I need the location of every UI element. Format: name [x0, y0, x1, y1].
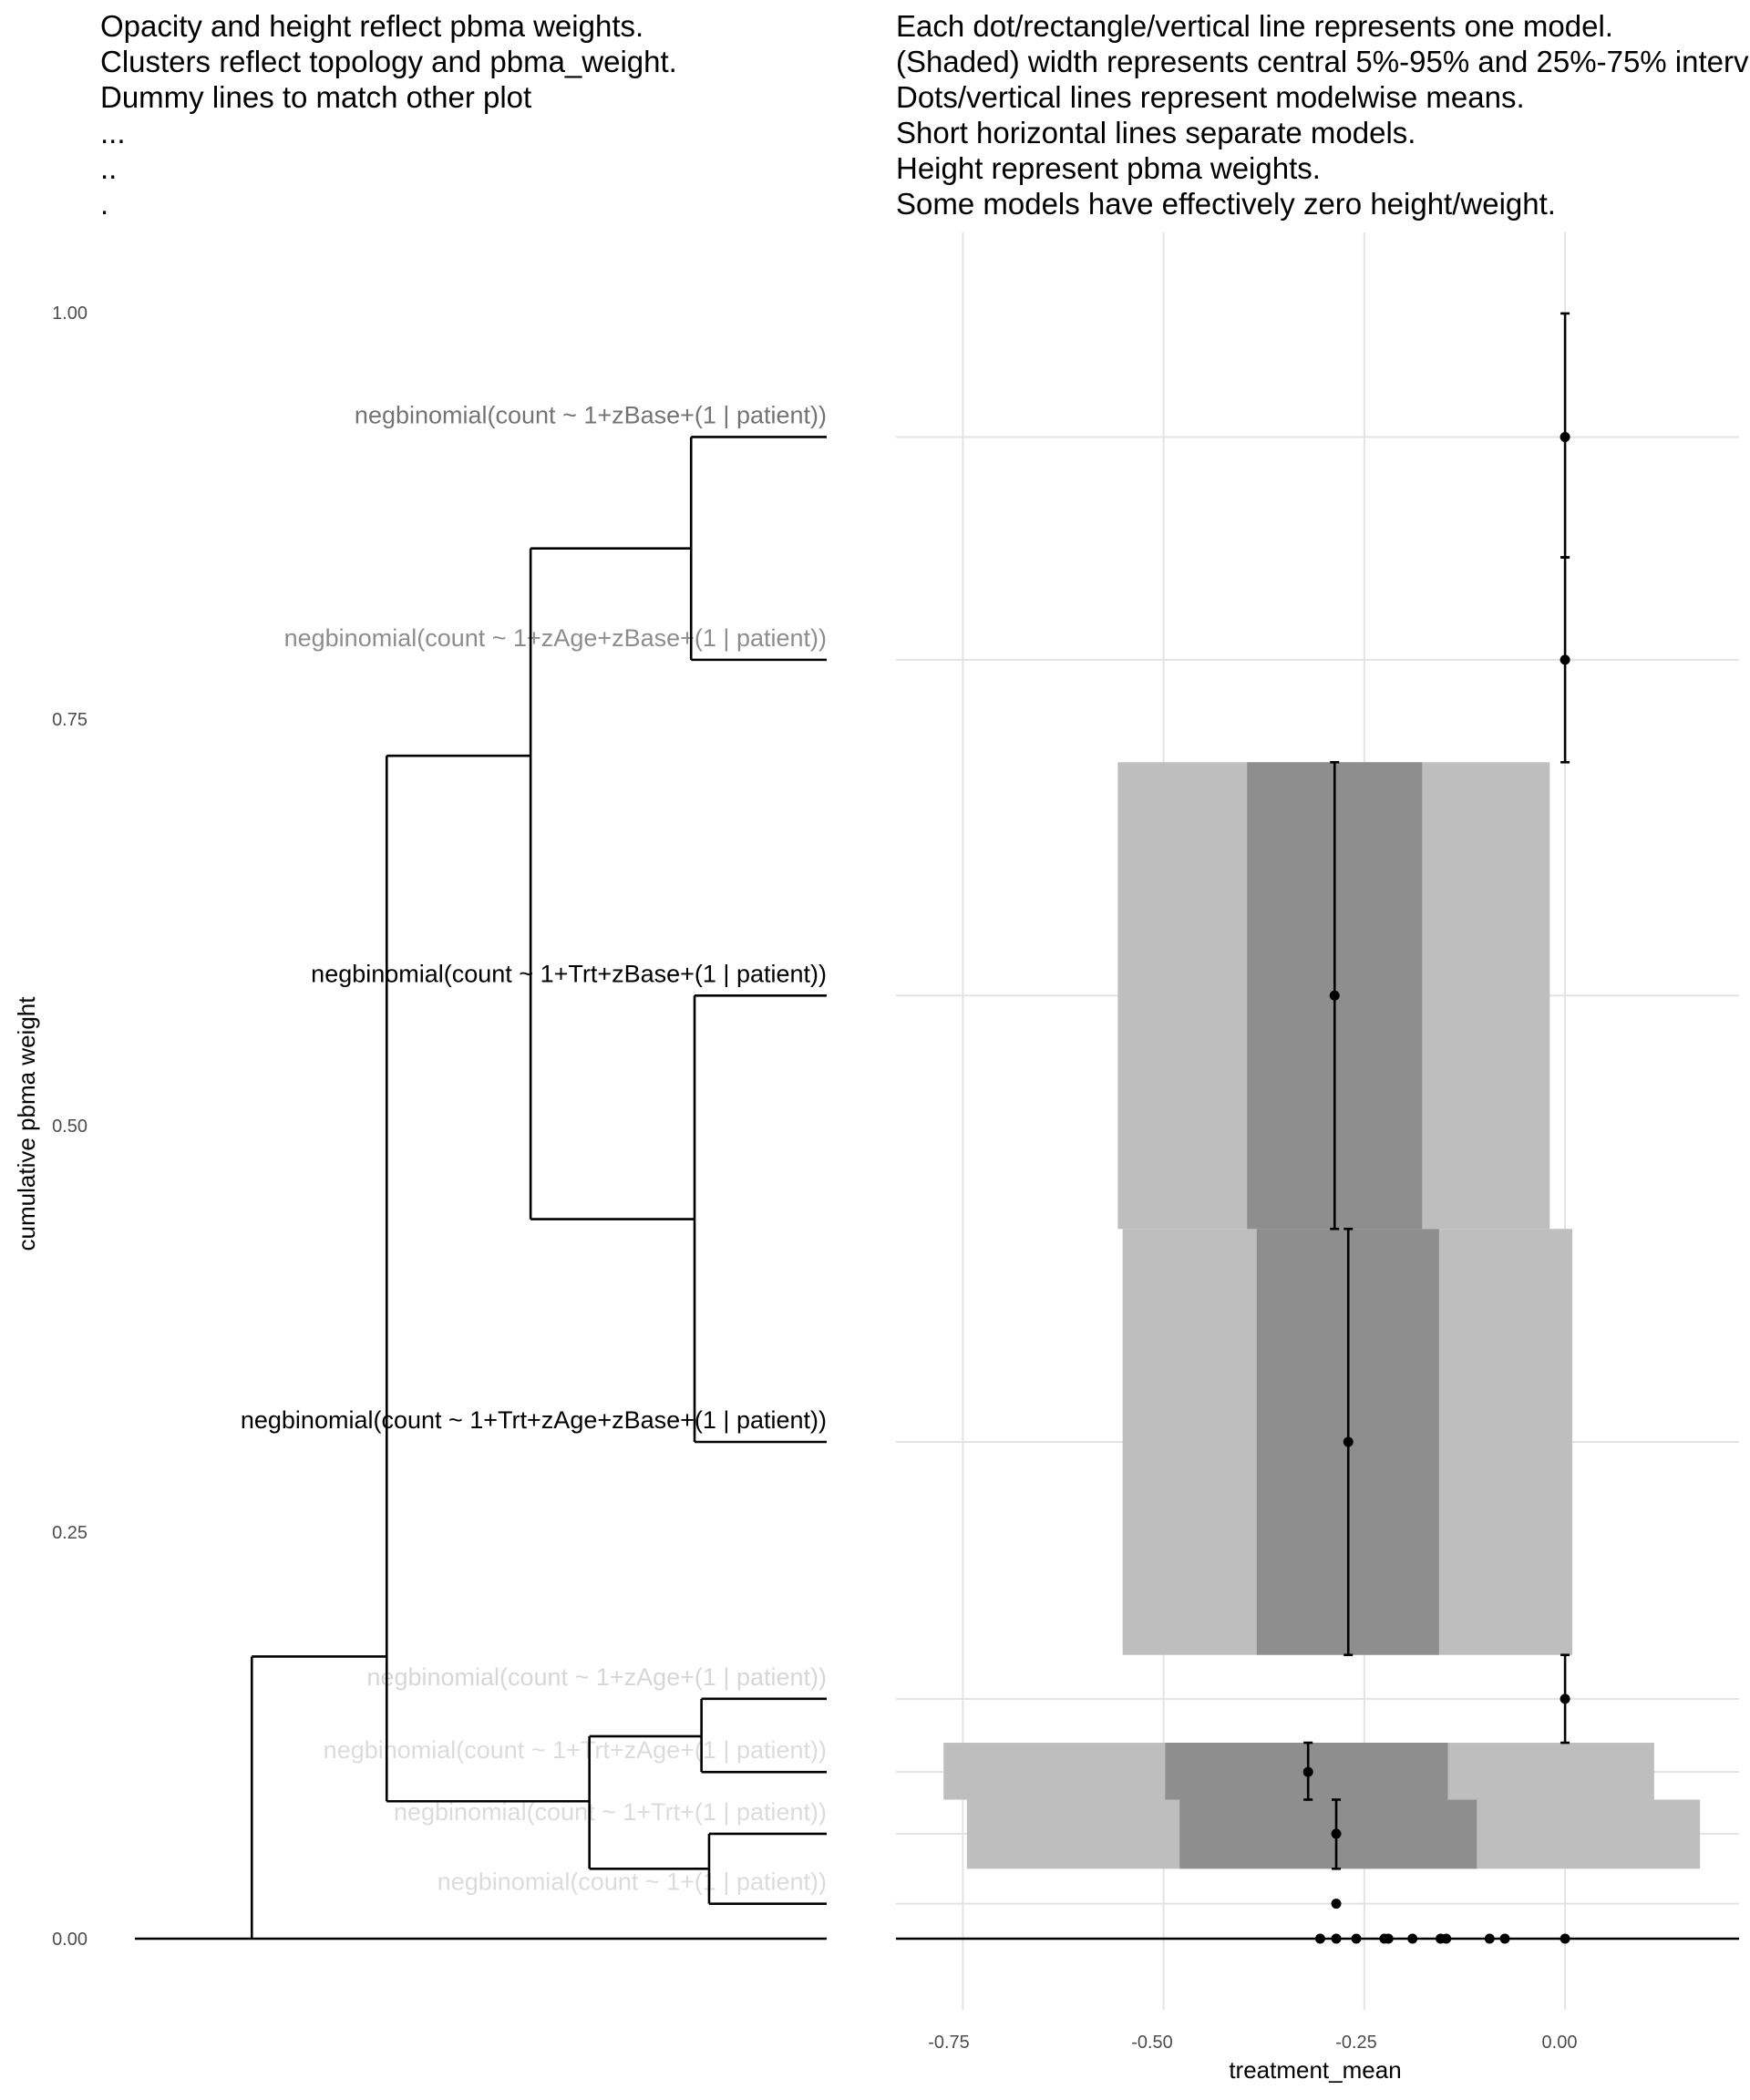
baseline-dot-10	[1560, 1933, 1570, 1944]
y-tick-labels: 0.00 0.25 0.50 0.75 1.00	[52, 304, 88, 1950]
x-axis-label: treatment_mean	[1229, 2056, 1401, 2084]
left-caption-line-3: Dummy lines to match other plot	[100, 80, 531, 114]
model-mean-dot-7	[1560, 431, 1570, 442]
model-mean-dot-3	[1560, 1693, 1570, 1704]
inner-interval-band-1	[1179, 1799, 1477, 1869]
left-caption-line-1: Opacity and height reflect pbma weights.	[100, 9, 643, 43]
model-label-3: negbinomial(count ~ 1+Trt+zAge+zBase+(1 …	[241, 1406, 827, 1434]
right-caption-line-5: Height represent pbma weights.	[896, 151, 1321, 185]
model-labels: negbinomial(count ~ 1+zBase+(1 | patient…	[241, 401, 827, 1895]
baseline-dot-9	[1499, 1933, 1510, 1944]
right-caption-line-4: Short horizontal lines separate models.	[896, 116, 1415, 149]
baseline-dot-7	[1441, 1933, 1452, 1944]
y-axis-label: cumulative pbma weight	[13, 996, 40, 1251]
model-mean-dot-6	[1560, 654, 1570, 665]
dendrogram	[135, 436, 827, 1940]
model-mean-dots	[1302, 431, 1570, 1944]
y-tick-label-4: 1.00	[52, 304, 88, 324]
y-tick-label-0: 0.00	[52, 1930, 88, 1950]
model-mean-dot-2	[1302, 1766, 1313, 1777]
x-tick-label-0: -0.75	[928, 2033, 970, 2053]
model-label-5: negbinomial(count ~ 1+Trt+zAge+(1 | pati…	[324, 1736, 827, 1764]
model-mean-dot-1	[1331, 1828, 1342, 1839]
left-caption-line-5: ..	[100, 151, 117, 185]
baseline-dot-0	[1314, 1933, 1325, 1944]
model-mean-dot-0	[1331, 1899, 1342, 1910]
model-label-0: negbinomial(count ~ 1+zBase+(1 | patient…	[355, 401, 827, 428]
interval-bands	[943, 762, 1701, 1869]
x-tick-labels: -0.75 -0.50 -0.25 0.00	[928, 2033, 1577, 2053]
right-caption-line-6: Some models have effectively zero height…	[896, 187, 1556, 221]
baseline-dot-8	[1484, 1933, 1495, 1944]
baseline-dot-5	[1407, 1933, 1418, 1944]
x-tick-label-3: 0.00	[1542, 2033, 1578, 2053]
model-mean-dot-4	[1343, 1436, 1354, 1447]
baseline-dot-1	[1331, 1933, 1342, 1944]
baseline-dot-2	[1351, 1933, 1362, 1944]
model-label-1: negbinomial(count ~ 1+zAge+zBase+(1 | pa…	[284, 624, 827, 652]
model-label-4: negbinomial(count ~ 1+zAge+(1 | patient)…	[366, 1663, 827, 1691]
y-tick-label-1: 0.25	[52, 1523, 88, 1543]
left-caption-line-6: .	[100, 187, 108, 221]
y-tick-label-2: 0.50	[52, 1117, 88, 1137]
left-caption-line-4: ...	[100, 116, 126, 149]
baseline-dot-4	[1383, 1933, 1394, 1944]
model-label-2: negbinomial(count ~ 1+Trt+zBase+(1 | pat…	[311, 960, 827, 987]
model-mean-dot-5	[1329, 990, 1340, 1001]
right-caption-line-2: (Shaded) width represents central 5%-95%…	[896, 45, 1750, 78]
right-caption-line-3: Dots/vertical lines represent modelwise …	[896, 80, 1525, 114]
model-label-6: negbinomial(count ~ 1+Trt+(1 | patient))	[394, 1798, 827, 1826]
x-tick-label-1: -0.50	[1131, 2033, 1173, 2053]
left-caption-line-2: Clusters reflect topology and pbma_weigh…	[100, 45, 677, 78]
right-caption-line-1: Each dot/rectangle/vertical line represe…	[896, 9, 1613, 43]
y-tick-label-3: 0.75	[52, 710, 88, 730]
x-tick-label-2: -0.25	[1335, 2033, 1377, 2053]
model-label-7: negbinomial(count ~ 1+(1 | patient))	[438, 1868, 827, 1896]
